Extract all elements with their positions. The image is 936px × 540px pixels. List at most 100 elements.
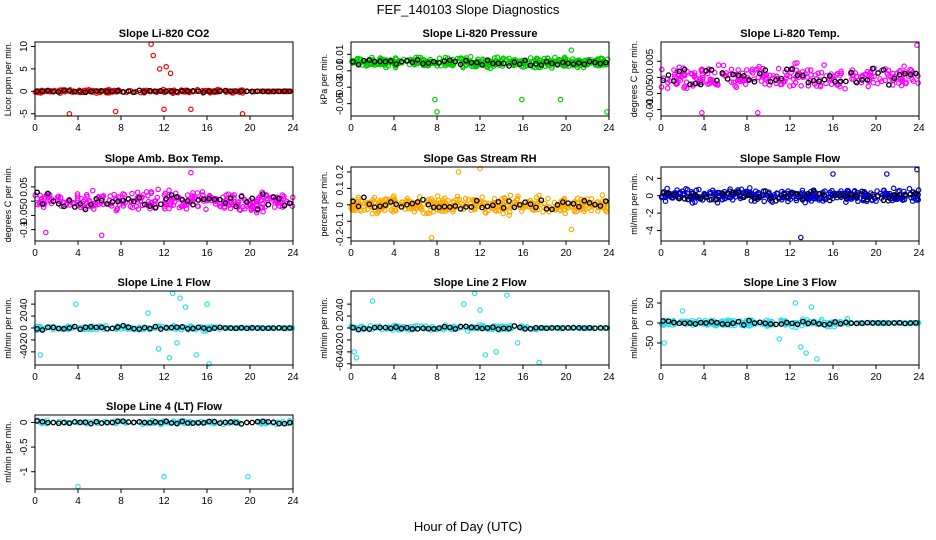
mean-point bbox=[581, 61, 588, 68]
x-tick-label: 8 bbox=[434, 372, 440, 383]
mean-point bbox=[45, 419, 51, 426]
data-points bbox=[348, 165, 610, 241]
x-tick-label: 12 bbox=[158, 123, 170, 134]
data-point bbox=[190, 190, 196, 196]
mean-point bbox=[404, 201, 410, 208]
mean-point bbox=[174, 420, 180, 427]
mean-point bbox=[746, 77, 752, 83]
mean-point bbox=[800, 72, 806, 79]
mean-point bbox=[104, 419, 110, 426]
mean-point bbox=[479, 325, 485, 332]
mean-point bbox=[179, 324, 186, 330]
mean-point bbox=[114, 87, 121, 94]
mean-point bbox=[211, 88, 218, 95]
mean-point bbox=[495, 198, 502, 205]
outlier-point bbox=[519, 96, 525, 103]
mean-point bbox=[789, 189, 795, 196]
mean-point bbox=[500, 205, 507, 211]
mean-point bbox=[735, 72, 742, 79]
mean-point bbox=[254, 418, 261, 425]
panel-ylabel: ml/min per min. bbox=[3, 421, 13, 483]
data-point bbox=[499, 196, 505, 202]
mean-point bbox=[821, 192, 828, 199]
mean-point bbox=[88, 323, 94, 330]
mean-point bbox=[457, 323, 464, 330]
mean-point bbox=[527, 62, 534, 69]
mean-point bbox=[837, 78, 844, 85]
data-point bbox=[203, 206, 209, 213]
mean-point bbox=[821, 321, 828, 328]
mean-point bbox=[538, 324, 545, 331]
mean-point bbox=[238, 88, 245, 95]
mean-point bbox=[559, 59, 566, 66]
data-point bbox=[735, 67, 742, 73]
chart-panel-7: Slope Line 1 Flow ml/min per min. 0 4 8 12 16 2… bbox=[3, 277, 299, 383]
mean-point bbox=[238, 324, 245, 331]
data-point bbox=[144, 202, 150, 208]
mean-point bbox=[98, 197, 105, 204]
mean-point bbox=[751, 320, 758, 326]
data-point bbox=[600, 198, 606, 204]
mean-point bbox=[859, 77, 865, 83]
data-point bbox=[114, 205, 121, 212]
outlier-point bbox=[206, 360, 212, 367]
mean-point bbox=[522, 199, 528, 206]
data-point bbox=[885, 67, 892, 74]
data-point bbox=[883, 320, 889, 326]
outlier-point bbox=[369, 298, 376, 304]
data-point bbox=[479, 202, 486, 208]
outlier-point bbox=[504, 292, 510, 299]
mean-point bbox=[853, 320, 860, 327]
outlier-point bbox=[161, 106, 167, 113]
mean-point bbox=[61, 203, 67, 210]
data-point bbox=[111, 191, 117, 198]
mean-point bbox=[853, 193, 860, 199]
mean-point bbox=[243, 419, 250, 426]
data-point bbox=[231, 192, 238, 198]
mean-point bbox=[436, 204, 442, 211]
data-point bbox=[865, 83, 872, 90]
mean-point bbox=[554, 202, 561, 208]
data-point bbox=[41, 195, 48, 202]
outlier-point bbox=[182, 304, 189, 310]
mean-point bbox=[157, 88, 164, 94]
mean-point bbox=[286, 200, 293, 207]
data-point bbox=[871, 73, 877, 80]
data-point bbox=[915, 80, 921, 86]
mean-point bbox=[730, 71, 736, 78]
data-point bbox=[515, 193, 521, 200]
x-tick-label: 16 bbox=[201, 248, 213, 259]
outlier-point bbox=[536, 359, 542, 366]
mean-point bbox=[516, 201, 523, 208]
outlier-point bbox=[776, 336, 783, 342]
data-point bbox=[821, 62, 827, 68]
x-tick-label: 0 bbox=[658, 123, 664, 134]
x-tick-label: 4 bbox=[391, 123, 397, 134]
mean-point bbox=[77, 201, 84, 207]
panel-ylabel: degrees C per min. bbox=[3, 166, 13, 243]
data-point bbox=[728, 79, 735, 85]
outlier-point bbox=[239, 111, 246, 117]
data-point bbox=[755, 66, 761, 72]
data-point bbox=[545, 195, 551, 202]
mean-point bbox=[697, 81, 704, 88]
x-tick-label: 16 bbox=[517, 372, 529, 383]
panel-title: Slope Li-820 Pressure bbox=[423, 28, 538, 40]
outlier-point bbox=[351, 349, 358, 355]
outlier-point bbox=[174, 340, 180, 346]
data-point bbox=[715, 62, 722, 68]
data-point bbox=[574, 195, 581, 202]
mean-point bbox=[538, 197, 545, 204]
data-point bbox=[728, 66, 735, 73]
data-point bbox=[857, 74, 864, 80]
mean-point bbox=[875, 320, 881, 326]
data-point bbox=[899, 197, 906, 204]
panel-ylabel: degrees C per min. bbox=[629, 41, 639, 118]
mean-point bbox=[82, 206, 89, 213]
mean-point bbox=[206, 88, 212, 95]
mean-point bbox=[184, 88, 191, 94]
outlier-point bbox=[803, 350, 809, 356]
mean-point bbox=[794, 191, 801, 197]
data-point bbox=[491, 55, 498, 61]
mean-point bbox=[859, 320, 865, 327]
